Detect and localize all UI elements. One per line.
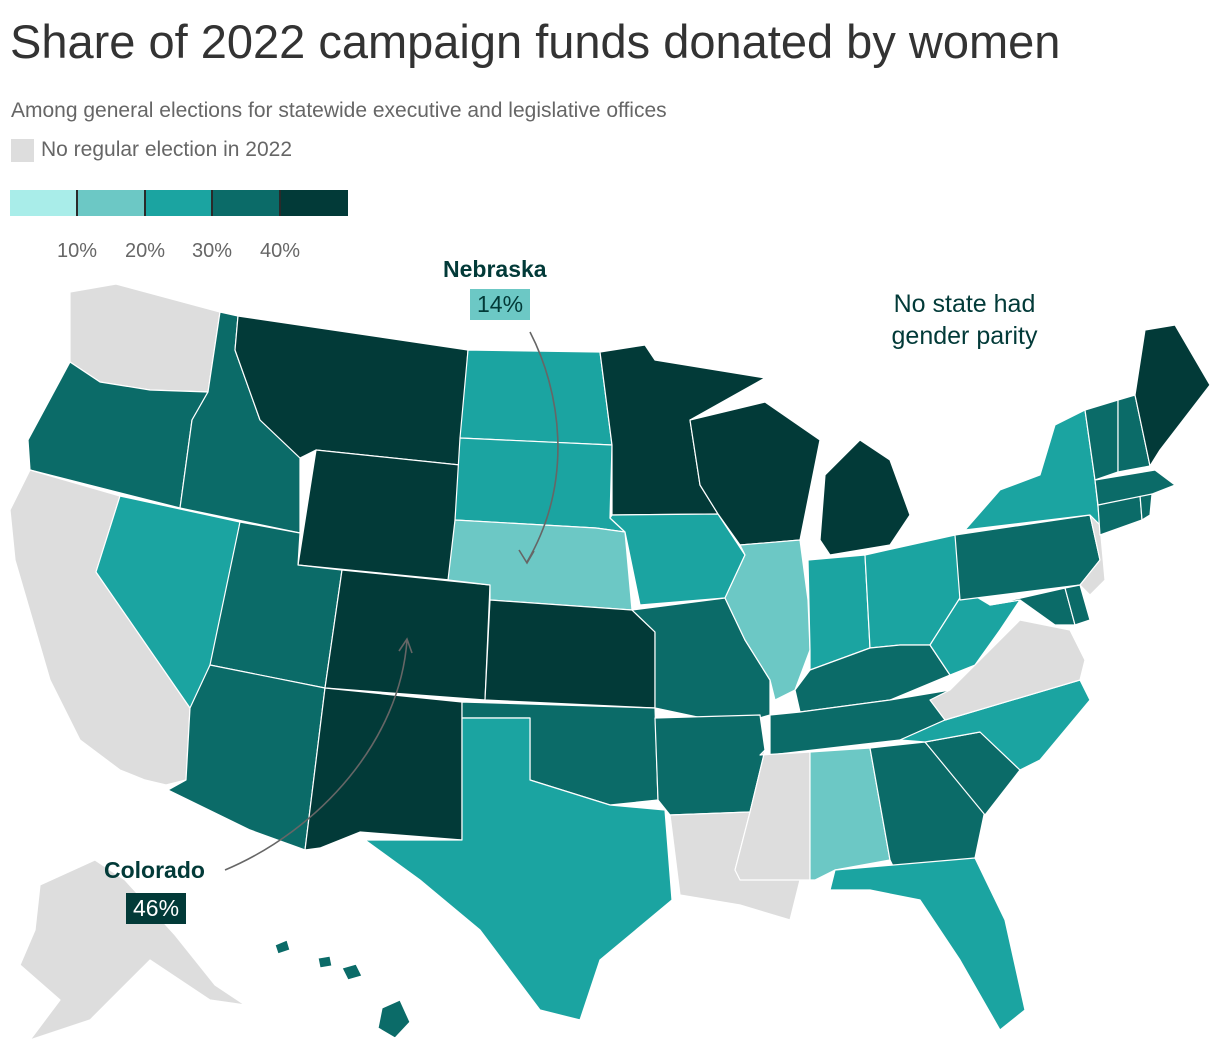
state-new-york [964,409,1101,531]
state-colorado [324,569,491,701]
state-washington [69,283,221,393]
state-rhode-island [1139,493,1153,521]
state-texas [364,717,673,1021]
no-election-swatch [11,138,34,162]
state-michigan [819,439,911,556]
colorado-name: Colorado [104,857,205,883]
chart-subtitle: Among general elections for statewide ex… [11,99,667,122]
scale-tick [144,190,146,216]
scale-bin-4 [280,190,348,216]
scale-bin-1 [77,190,146,216]
colorado-value: 46% [126,893,187,924]
no-election-legend: No regular election in 2022 [11,138,292,162]
scale-label-20: 20% [124,240,166,262]
scale-bin-0 [10,190,78,216]
color-scale [10,190,348,216]
scale-tick [279,190,281,216]
nebraska-name: Nebraska [443,256,547,282]
state-delaware [1064,584,1091,626]
state-virginia [929,619,1086,721]
nebraska-callout-arrow [526,331,559,563]
scale-bin-2 [145,190,213,216]
state-maryland [989,587,1076,626]
scale-tick [211,190,213,216]
state-maine [1134,324,1211,467]
scale-label-30: 30% [191,240,233,262]
state-hawaii [274,939,411,1039]
scale-tick [76,190,78,216]
scale-label-40: 40% [259,240,301,262]
scale-bin-3 [212,190,281,216]
state-kansas [484,599,656,709]
state-alaska [19,859,246,1041]
state-north-dakota [459,349,613,446]
scale-labels: 10% 20% 30% 40% [10,240,348,266]
nebraska-arrowhead [518,549,535,565]
colorado-arrowhead [398,637,413,654]
state-new-mexico [304,687,463,851]
chart-title: Share of 2022 campaign funds donated by … [10,15,1061,68]
state-florida [829,857,1026,1031]
no-election-label: No regular election in 2022 [41,138,292,161]
nebraska-value: 14% [470,289,531,320]
state-arkansas [654,714,766,816]
colorado-callout-arrow [224,639,408,871]
parity-note: No state had gender parity [891,290,1038,350]
state-illinois [724,539,811,701]
scale-label-10: 10% [56,240,98,262]
state-massachusetts [1094,469,1176,506]
state-south-dakota [454,437,626,533]
state-wyoming [297,449,461,581]
